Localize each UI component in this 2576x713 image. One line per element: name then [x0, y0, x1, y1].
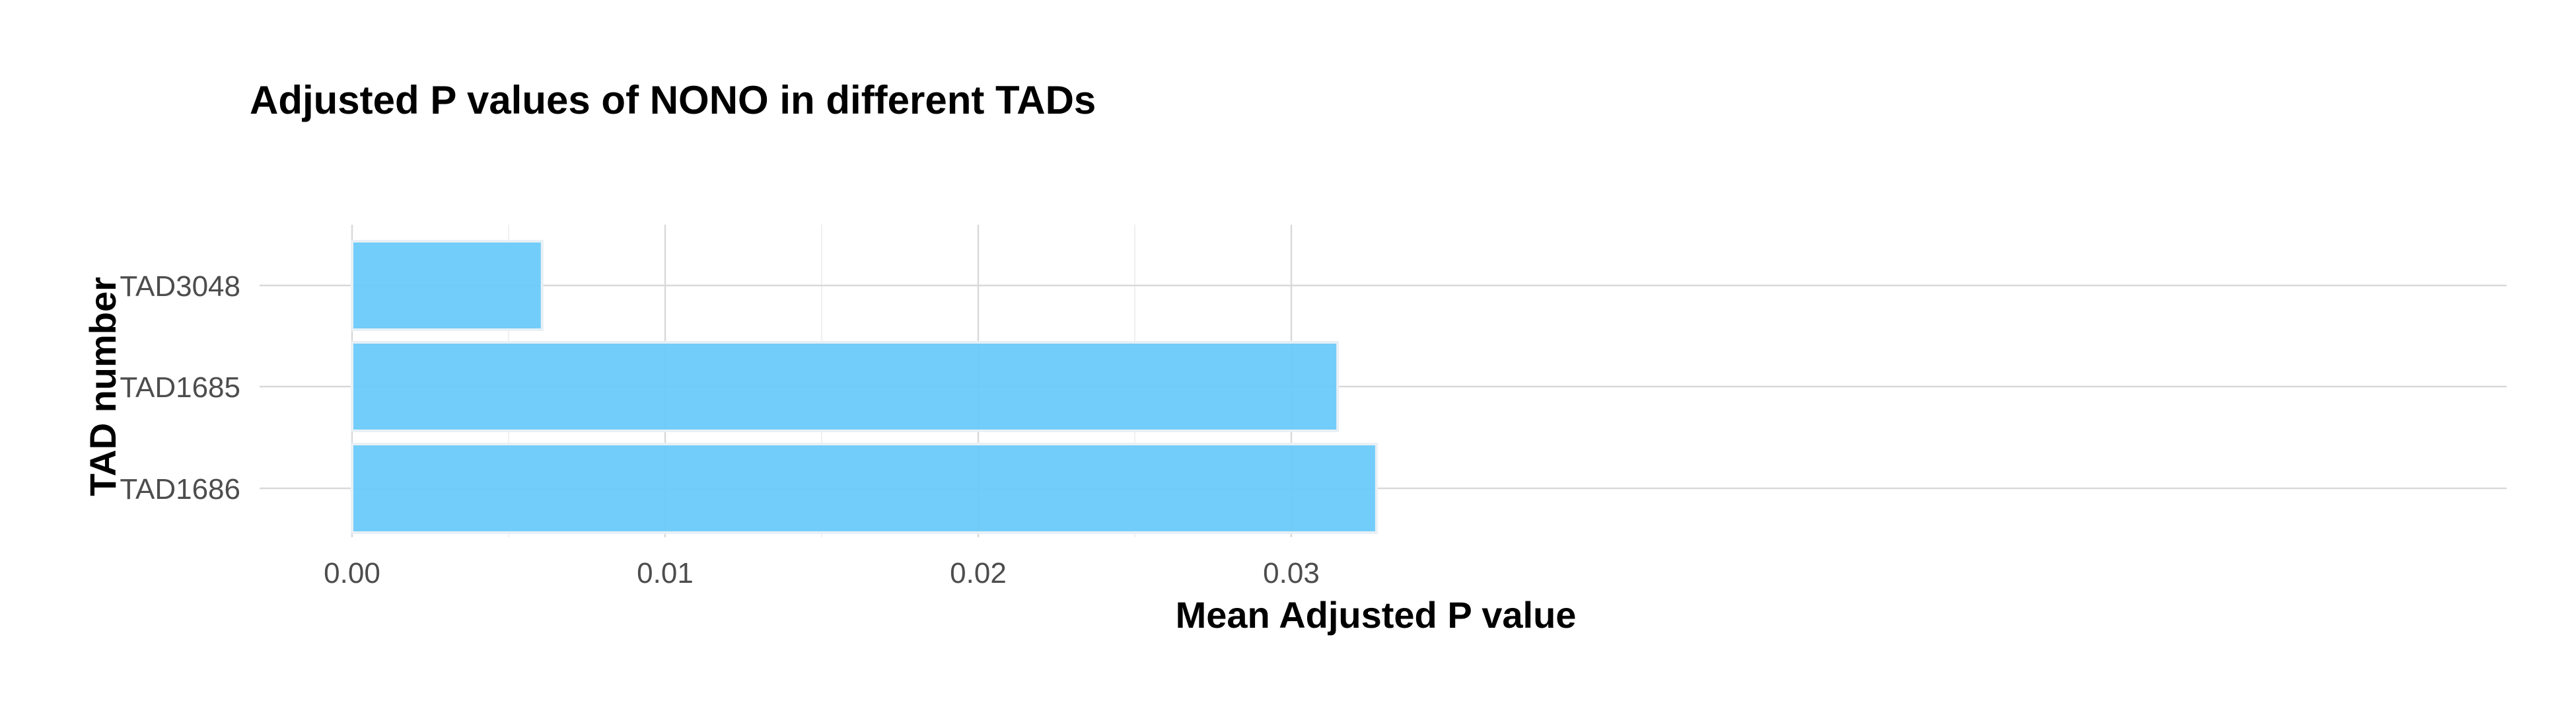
y-tick-labels: TAD3048 TAD1685 TAD1686 — [120, 270, 240, 506]
x-tick-label: 0.00 — [324, 557, 380, 589]
y-axis-title: TAD number — [82, 277, 124, 496]
x-tick-label: 0.03 — [1263, 557, 1320, 589]
x-axis-title: Mean Adjusted P value — [1176, 594, 1577, 636]
y-tick-label: TAD3048 — [120, 270, 240, 303]
x-tick-labels: 0.00 0.01 0.02 0.03 — [324, 557, 1320, 589]
x-tick-label: 0.01 — [637, 557, 694, 589]
bars — [351, 240, 1378, 534]
x-tick-label: 0.02 — [950, 557, 1007, 589]
y-tick-label: TAD1685 — [120, 371, 240, 404]
bar-tad1685 — [351, 341, 1340, 432]
bar-tad1686 — [351, 443, 1378, 534]
bar-tad3048 — [351, 240, 544, 331]
y-tick-label: TAD1686 — [120, 473, 240, 506]
chart-title: Adjusted P values of NONO in different T… — [250, 78, 1096, 122]
